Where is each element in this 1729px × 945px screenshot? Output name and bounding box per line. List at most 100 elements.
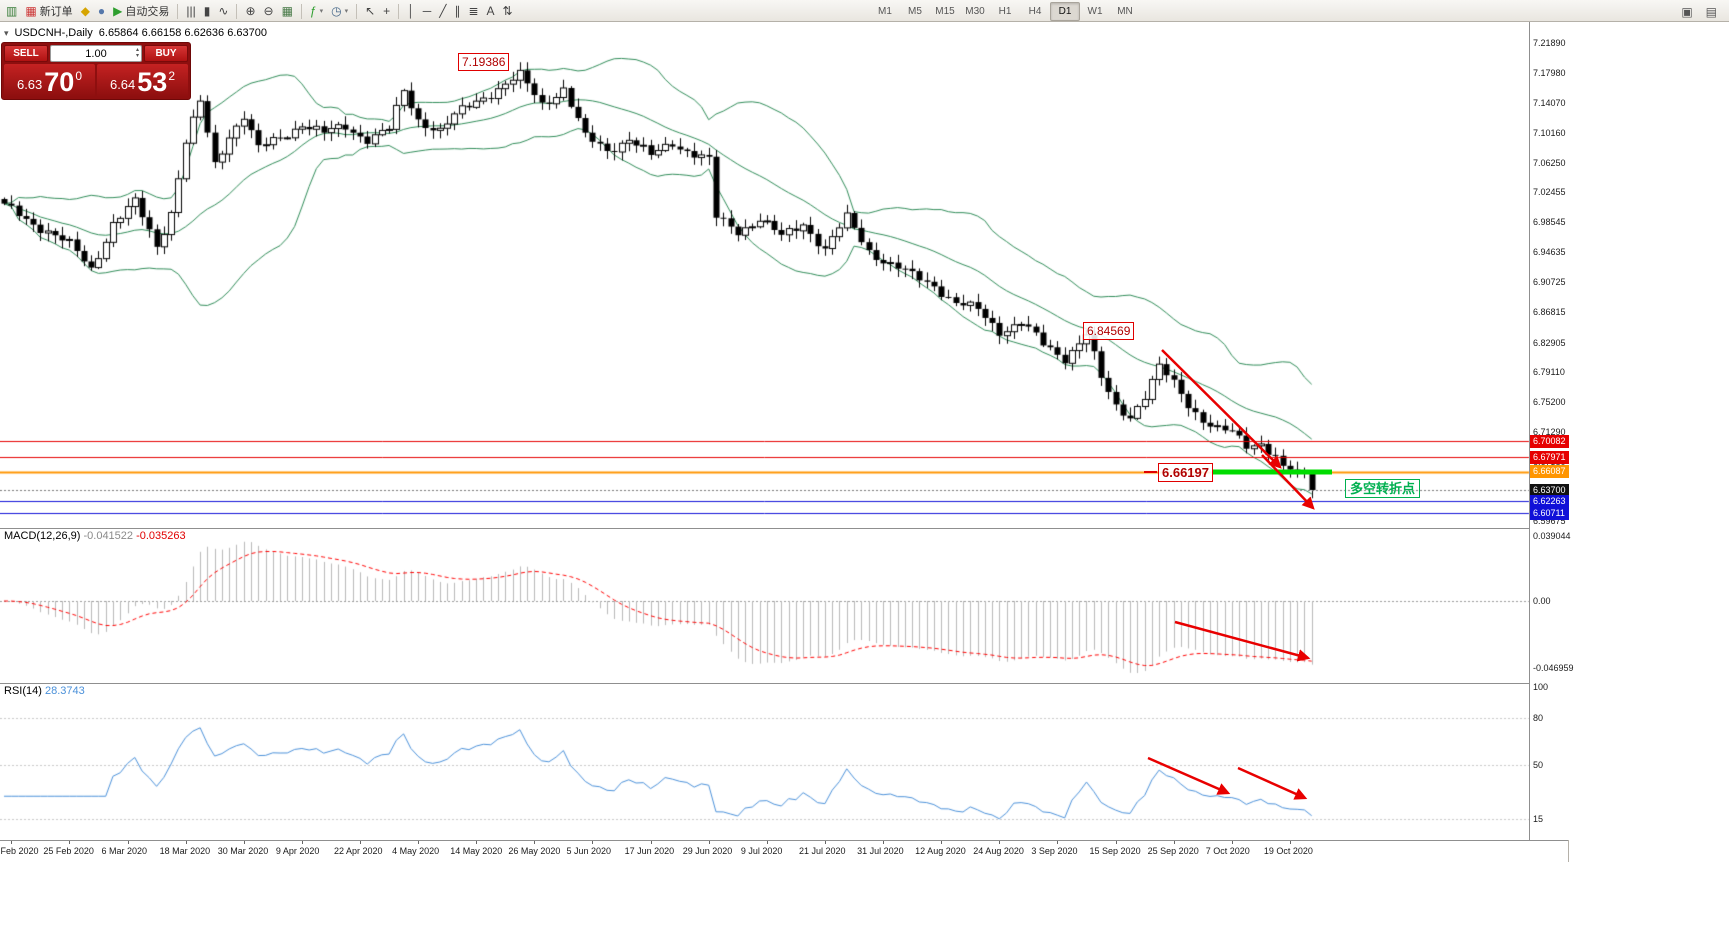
channel-tool-button[interactable]: ∥ xyxy=(450,1,464,21)
toolbar-separator xyxy=(236,3,238,19)
vertical-line-tool-button[interactable]: │ xyxy=(403,1,419,21)
price-callout-swing[interactable]: 6.84569 xyxy=(1083,322,1135,340)
chart-menu-icon[interactable]: ▾ xyxy=(4,27,9,38)
price-tag[interactable]: 6.67971 xyxy=(1530,450,1569,464)
fibonacci-icon: ≣ xyxy=(468,4,479,18)
rsi-panel-separator[interactable] xyxy=(0,683,1568,684)
text-tool-button[interactable]: A xyxy=(483,1,499,21)
price-tag[interactable]: 6.63700 xyxy=(1530,483,1569,497)
tf-m1-button[interactable]: M1 xyxy=(878,6,892,17)
price-axis-label: 7.17980 xyxy=(1533,68,1566,79)
date-label: 4 May 2020 xyxy=(392,846,440,856)
macd-main-value: -0.041522 xyxy=(83,530,134,542)
zoom-out-button[interactable]: ⊖ xyxy=(260,1,278,21)
coin-icon: ◆ xyxy=(80,4,90,18)
date-label: 17 Jun 2020 xyxy=(624,846,675,856)
text-icon: A xyxy=(486,4,495,18)
cursor-tool-button[interactable]: ↖ xyxy=(361,1,379,21)
window-layout-button[interactable]: ▤ xyxy=(1702,2,1721,22)
one-click-trading-panel: SELL 1.00 ▴ ▾ BUY 6.63 70 0 6.64 53 2 xyxy=(1,42,191,100)
periods-button[interactable]: ◷ ▾ xyxy=(327,1,352,21)
annotation-note[interactable]: 多空转折点 xyxy=(1345,479,1421,498)
price-tag[interactable]: 6.60711 xyxy=(1530,506,1569,520)
zoom-in-button[interactable]: ⊕ xyxy=(241,1,259,21)
bars-chart-button[interactable]: ||| xyxy=(182,1,199,21)
dropdown-caret: ▾ xyxy=(319,8,324,15)
volume-spinner[interactable]: 1.00 ▴ ▾ xyxy=(50,45,142,62)
timeframe-bar: M1 M5 M15 M30 H1 H4 D1 W1 MN xyxy=(870,2,1140,21)
fibonacci-tool-button[interactable]: ≣ xyxy=(464,1,482,21)
arrows-tool-button[interactable]: ⇅ xyxy=(499,1,517,21)
tf-m30-button[interactable]: M30 xyxy=(965,6,985,17)
price-tag[interactable]: 6.66087 xyxy=(1530,465,1569,479)
volume-stepper-arrows[interactable]: ▴ ▾ xyxy=(135,47,139,59)
time-tick xyxy=(592,841,594,844)
tf-m15-button[interactable]: M15 xyxy=(935,6,955,17)
sell-price-major: 6.63 xyxy=(16,77,43,92)
price-axis-label: 7.02455 xyxy=(1533,187,1566,198)
arrows-icon: ⇅ xyxy=(502,4,513,18)
toolbar-separator xyxy=(356,3,358,19)
time-tick xyxy=(1173,841,1175,844)
deposit-button[interactable]: ◆ xyxy=(77,1,94,21)
autotrading-button[interactable]: ▶ 自动交易 xyxy=(109,1,173,21)
new-order-button[interactable]: ▦ 新订单 xyxy=(21,1,76,21)
price-callout-turning-point[interactable]: 6.66197 xyxy=(1158,463,1213,482)
rsi-axis-label: 80 xyxy=(1533,713,1544,723)
volume-value[interactable]: 1.00 xyxy=(85,47,107,60)
price-axis-label: 7.21890 xyxy=(1533,38,1566,48)
price-tag[interactable]: 6.62263 xyxy=(1530,494,1569,508)
sell-button[interactable]: SELL xyxy=(4,45,48,62)
sell-price-button[interactable]: 6.63 70 0 xyxy=(4,64,95,97)
time-tick xyxy=(1231,841,1233,844)
tile-windows-icon: ▦ xyxy=(281,4,293,18)
new-chart-button[interactable]: ▣ xyxy=(1677,2,1696,22)
price-chart-canvas[interactable] xyxy=(0,22,1530,840)
indicators-button[interactable]: ƒ ▾ xyxy=(306,1,327,21)
trendline-tool-button[interactable]: ╱ xyxy=(435,1,450,21)
crosshair-tool-button[interactable]: + xyxy=(379,1,394,21)
price-tag[interactable]: 6.70082 xyxy=(1530,434,1569,448)
price-axis-label: 6.90725 xyxy=(1533,277,1566,288)
bar-chart-icon: ||| xyxy=(186,4,196,18)
account-icon: ● xyxy=(97,4,106,18)
tf-w1-button[interactable]: W1 xyxy=(1087,6,1103,17)
tf-h1-button[interactable]: H1 xyxy=(998,6,1012,17)
date-label: 14 May 2020 xyxy=(450,846,503,856)
time-tick xyxy=(359,841,361,844)
rsi-axis-label: 15 xyxy=(1533,814,1544,824)
chart-title: ▾ USDCNH-,Daily 6.65864 6.66158 6.62636 … xyxy=(4,27,267,39)
tf-m5-button[interactable]: M5 xyxy=(908,6,922,17)
date-label: 25 Sep 2020 xyxy=(1147,846,1199,856)
symbol-period-label: USDCNH-,Daily xyxy=(14,27,93,39)
price-axis-label: 6.86815 xyxy=(1533,307,1566,318)
toolbar-left: ▥ ▦ 新订单 ◆ ● ▶ 自动交易 ||| ▮ ∿ ⊕ ⊖ ▦ ƒ ▾ ◷ ▾ ↖ + │ ─ ╱ ∥ ≣ A ⇅ xyxy=(2,1,517,21)
time-tick xyxy=(1115,841,1117,844)
macd-panel-separator[interactable] xyxy=(0,528,1568,529)
macd-axis-label: -0.046959 xyxy=(1533,663,1574,673)
price-axis[interactable]: 7.21890 7.17980 7.14070 7.10160 7.06250 7.024… xyxy=(1529,22,1574,840)
time-tick xyxy=(11,841,13,844)
rsi-axis-label: 50 xyxy=(1533,760,1544,770)
price-callout-high[interactable]: 7.19386 xyxy=(458,53,510,71)
candles-chart-button[interactable]: ▮ xyxy=(200,1,215,21)
price-axis-label: 6.98545 xyxy=(1533,217,1566,228)
price-axis-label: 6.79110 xyxy=(1533,366,1565,377)
tf-mn-button[interactable]: MN xyxy=(1117,6,1133,17)
tile-windows-button[interactable]: ▦ xyxy=(278,1,297,21)
zoom-out-icon: ⊖ xyxy=(263,4,274,18)
chart-window-button[interactable]: ▥ xyxy=(2,1,21,21)
tf-h4-button[interactable]: H4 xyxy=(1028,6,1042,17)
buy-price-button[interactable]: 6.64 53 2 xyxy=(97,64,188,97)
date-label: 30 Mar 2020 xyxy=(217,846,269,856)
time-tick xyxy=(243,841,245,844)
tf-d1-button[interactable]: D1 xyxy=(1050,2,1080,21)
line-chart-button[interactable]: ∿ xyxy=(214,1,232,21)
date-label: 31 Jul 2020 xyxy=(857,846,904,856)
time-axis[interactable]: 13 Feb 2020 25 Feb 2020 6 Mar 2020 18 Mar 2… xyxy=(0,841,1568,862)
horizontal-line-tool-button[interactable]: ─ xyxy=(419,1,436,21)
accounts-button[interactable]: ● xyxy=(94,1,109,21)
time-tick xyxy=(941,841,943,844)
dropdown-caret: ▾ xyxy=(344,8,349,15)
buy-button[interactable]: BUY xyxy=(144,45,188,62)
